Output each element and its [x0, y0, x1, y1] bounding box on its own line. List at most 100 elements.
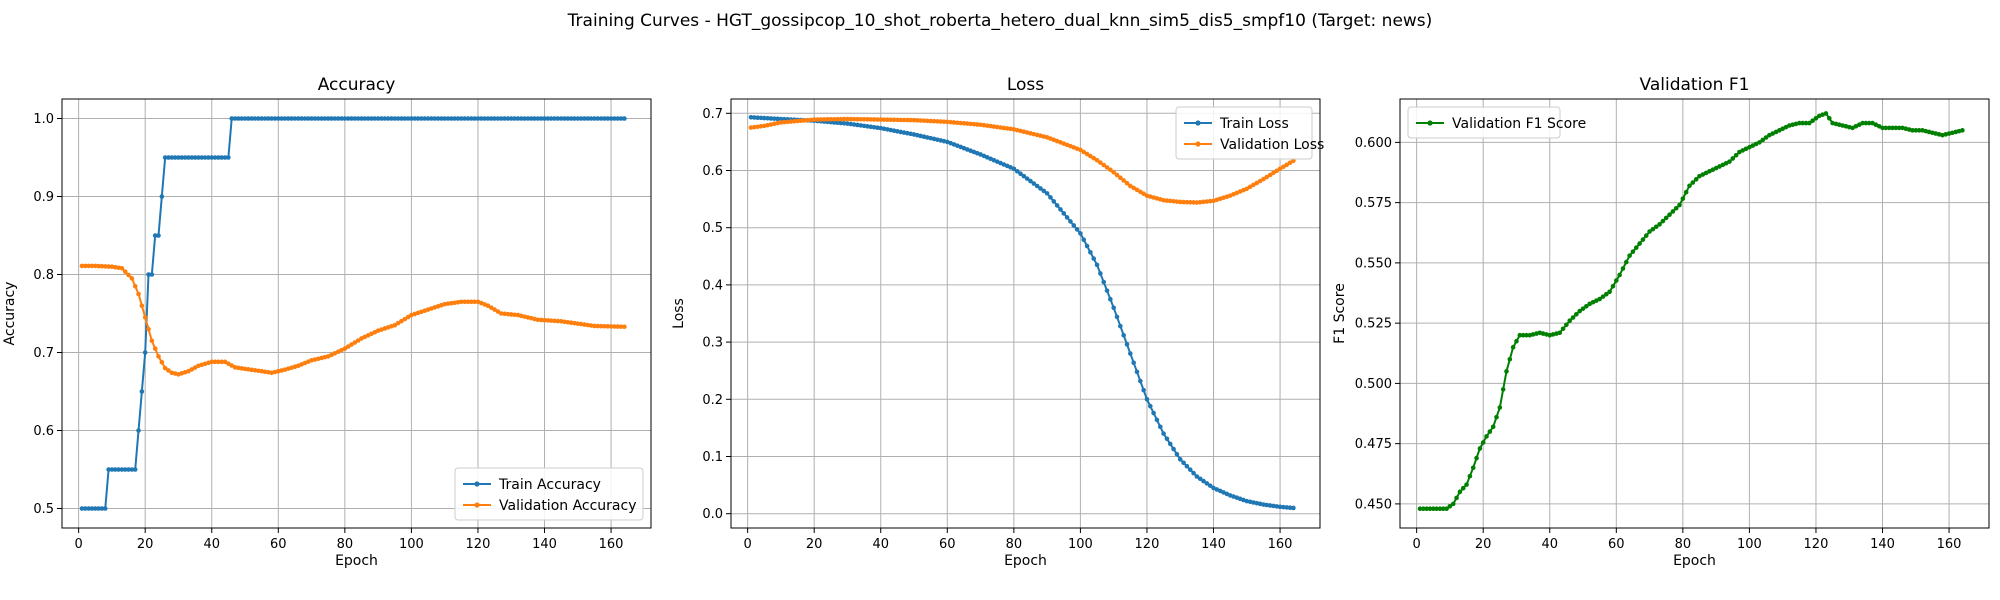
- validation-accuracy-point: [535, 317, 541, 323]
- train-accuracy-point: [482, 116, 487, 121]
- validation-f1-score-point: [1450, 501, 1456, 507]
- train-loss-point: [1028, 178, 1033, 184]
- validation-loss-point: [818, 117, 824, 122]
- validation-loss-point: [841, 116, 847, 122]
- validation-loss-series: [748, 116, 1296, 205]
- validation-f1-ytick-label: 0.600: [1355, 136, 1392, 151]
- validation-f1-legend-box: [1407, 106, 1561, 139]
- validation-loss-point: [1187, 200, 1193, 205]
- validation-loss-point: [808, 117, 814, 123]
- validation-loss-point: [921, 118, 927, 123]
- train-accuracy-point: [568, 116, 574, 121]
- loss-ytick-label: 0.0: [702, 507, 723, 522]
- validation-loss-point: [1264, 174, 1270, 180]
- train-accuracy-point: [365, 116, 371, 121]
- train-accuracy-point: [139, 389, 145, 394]
- validation-f1-score-point: [1584, 303, 1589, 309]
- loss-xtick-label: 40: [872, 537, 889, 552]
- validation-loss-point: [891, 117, 897, 123]
- train-accuracy-point: [389, 116, 394, 121]
- validation-f1-score-point: [1643, 233, 1649, 238]
- validation-accuracy-point: [96, 263, 101, 269]
- train-accuracy-point: [116, 467, 121, 472]
- validation-f1-score-point: [1863, 120, 1869, 126]
- train-accuracy-point: [409, 116, 414, 121]
- accuracy-xtick-label: 160: [599, 537, 624, 552]
- train-accuracy-point: [372, 116, 378, 121]
- validation-loss-point: [805, 117, 810, 123]
- validation-accuracy-point: [459, 299, 464, 305]
- validation-loss-point: [1111, 169, 1116, 175]
- train-accuracy-point: [149, 272, 155, 277]
- validation-f1-score-point: [1896, 125, 1902, 131]
- validation-loss-point: [1291, 158, 1296, 164]
- validation-accuracy-point: [462, 299, 467, 305]
- train-accuracy-point: [362, 116, 368, 121]
- train-accuracy-point: [528, 116, 534, 121]
- validation-loss-point: [898, 117, 904, 123]
- train-accuracy-point: [229, 116, 235, 121]
- validation-f1-panel: Validation F1 Epoch F1 Score 0 20 40 60 80 10…: [1332, 75, 1990, 569]
- validation-accuracy-point: [349, 342, 354, 347]
- validation-loss-point: [1078, 147, 1083, 153]
- validation-loss-point: [935, 119, 940, 124]
- train-loss-point: [1184, 463, 1190, 469]
- validation-accuracy-point: [505, 311, 511, 317]
- validation-loss-point: [901, 117, 907, 123]
- loss-ytick-label: 0.3: [702, 336, 723, 351]
- train-accuracy-point: [359, 116, 364, 121]
- validation-f1-score-point: [1826, 115, 1832, 121]
- validation-f1-ytick-label: 0.575: [1355, 196, 1392, 211]
- validation-f1-xtick-label: 0: [1412, 537, 1420, 552]
- train-accuracy-point: [136, 428, 141, 433]
- train-accuracy-point: [282, 116, 288, 121]
- train-loss-point: [1118, 323, 1123, 329]
- train-accuracy-point: [405, 116, 411, 121]
- train-accuracy-point: [266, 116, 271, 121]
- train-loss-point: [1111, 305, 1116, 311]
- validation-accuracy-point: [512, 312, 517, 318]
- validation-f1-score-point: [1797, 120, 1802, 126]
- train-loss-point: [1191, 470, 1196, 476]
- train-loss-point: [1201, 478, 1206, 484]
- validation-loss-point: [1108, 167, 1113, 173]
- loss-title: Loss: [1007, 75, 1044, 95]
- train-accuracy-point: [472, 116, 477, 121]
- validation-f1-score-point: [1577, 308, 1582, 314]
- train-accuracy-point: [432, 116, 438, 121]
- loss-xtick-label: 160: [1268, 537, 1293, 552]
- validation-loss-point: [885, 117, 890, 123]
- validation-f1-score-point: [1813, 115, 1819, 121]
- train-loss-point: [1134, 369, 1140, 375]
- train-loss-point: [1194, 474, 1200, 479]
- validation-f1-score-point: [1504, 369, 1509, 374]
- train-accuracy-point: [542, 116, 547, 121]
- validation-f1-score-point: [1893, 125, 1899, 131]
- loss-legend-box: [1175, 106, 1313, 160]
- train-accuracy-point: [582, 116, 587, 121]
- train-accuracy-point: [232, 116, 238, 121]
- validation-loss-point: [1251, 182, 1256, 188]
- train-accuracy-point: [169, 155, 175, 160]
- train-accuracy-point: [399, 116, 404, 121]
- validation-loss-point: [1098, 160, 1103, 165]
- train-accuracy-point: [79, 506, 85, 511]
- validation-f1-title: Validation F1: [1640, 75, 1750, 95]
- validation-f1-score-point: [1823, 111, 1829, 116]
- accuracy-legend: Train Accuracy Validation Accuracy: [454, 467, 644, 521]
- validation-accuracy-point: [402, 316, 408, 322]
- train-accuracy-point: [206, 155, 211, 160]
- loss-xtick-label: 120: [1135, 537, 1160, 552]
- train-loss-point: [1204, 481, 1210, 486]
- loss-grid: 0 20 40 60 80 100 120 140 160 0.0 0.1 0.2 0.3 0.4 0.5 0…: [702, 99, 1320, 552]
- train-loss-point: [1177, 457, 1183, 462]
- validation-accuracy-point: [552, 318, 557, 324]
- validation-accuracy-point: [465, 299, 471, 305]
- validation-accuracy-point: [132, 283, 138, 289]
- validation-f1-score-point: [1417, 506, 1423, 512]
- validation-f1-score-point: [1524, 332, 1529, 338]
- train-accuracy-point: [186, 155, 191, 160]
- validation-f1-score-point: [1647, 229, 1652, 234]
- train-loss-point: [1174, 451, 1180, 457]
- validation-accuracy-point: [472, 299, 477, 305]
